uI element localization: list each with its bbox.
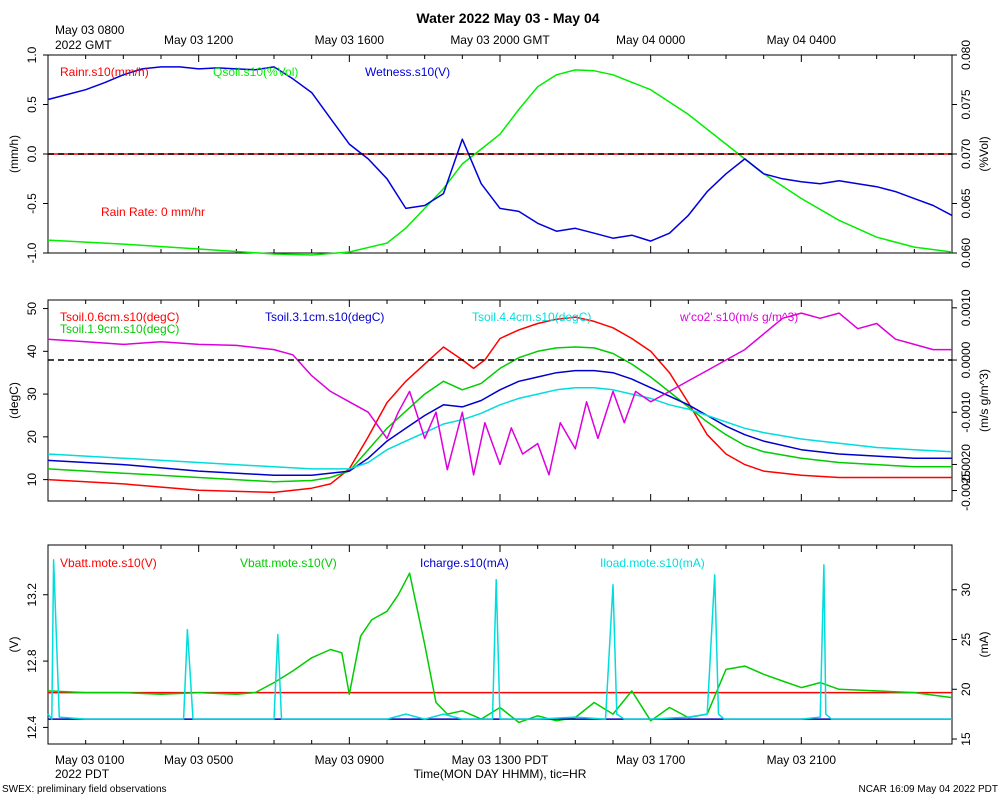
left-axis-label: (V) xyxy=(7,637,21,653)
right-tick-label: 0.0000 xyxy=(959,341,973,378)
top-tick-label: May 03 1200 xyxy=(164,33,234,47)
panel-power: 13.2 12.8 12.4 (V) 30 25 20 15 (mA) Vbatt.mote.s1… xyxy=(7,544,991,746)
series-line-tsoil-4-4cm-s10-degc-3 xyxy=(47,386,953,470)
right-tick-label: 0.075 xyxy=(959,89,973,119)
bottom-corner-label: 2022 PDT xyxy=(55,767,110,781)
left-tick-label: -1.0 xyxy=(25,242,39,263)
panel-soil-temperature: 50 40 30 20 10 (degC) 0.0010 0.0000 -0.0010 -0.00… xyxy=(7,289,991,511)
left-tick-label: 20 xyxy=(25,430,39,444)
left-tick-label: 0.5 xyxy=(25,96,39,113)
left-tick-label: 10 xyxy=(25,473,39,487)
left-axis-label: (degC) xyxy=(7,382,21,419)
series-line-wetness-s10-v-2 xyxy=(47,66,953,242)
right-tick-label: 0.080 xyxy=(959,40,973,70)
right-tick-label: 25 xyxy=(959,633,973,647)
left-tick-label: -0.5 xyxy=(25,193,39,214)
left-tick-label: 0.0 xyxy=(25,145,39,162)
left-tick-label: 1.0 xyxy=(25,46,39,63)
top-axis-tick-labels: May 03 1200 May 03 1600 May 03 2000 GMT May… xyxy=(164,33,836,47)
panel-water: 1.0 0.5 0.0 -0.5 -1.0 (mm/h) 0.080 0.075 0.070 0.… xyxy=(7,40,991,268)
bottom-axis-tick-labels: May 03 0100 May 03 0500 May 03 0900 May 03 … xyxy=(55,753,836,767)
left-tick-label: 12.8 xyxy=(25,649,39,673)
series-line-qsoil-s10-vol-1 xyxy=(47,69,953,256)
top-tick-label: May 03 1600 xyxy=(315,33,385,47)
legend-entry-qsoil-s10-vol: Qsoil.s10(%Vol) xyxy=(213,65,298,79)
legend-entry-wetness-s10-v: Wetness.s10(V) xyxy=(365,65,450,79)
bottom-tick-label: May 03 1700 xyxy=(616,753,686,767)
plot-frame xyxy=(47,299,953,502)
legend-entry-icharge-s10-ma: Icharge.s10(mA) xyxy=(420,556,509,570)
right-tick-label: 30 xyxy=(959,583,973,597)
left-axis-label: (mm/h) xyxy=(7,135,21,173)
left-tick-label: 40 xyxy=(25,344,39,358)
legend-entry-tsoil-3-1cm-s10-degc: Tsoil.3.1cm.s10(degC) xyxy=(265,310,384,324)
right-axis-label: (%Vol) xyxy=(977,136,991,171)
left-tick-label: 30 xyxy=(25,387,39,401)
top-corner-label-line1: May 03 0800 xyxy=(55,23,125,37)
bottom-tick-label: May 03 0900 xyxy=(315,753,385,767)
right-tick-label: 0.060 xyxy=(959,238,973,268)
chart-title: Water 2022 May 03 - May 04 xyxy=(416,10,599,26)
right-axis-label: (m/s g/m^3) xyxy=(977,369,991,432)
right-tick-label: -0.0010 xyxy=(959,392,973,433)
legend-entry-vbatt-mote-s10-v: Vbatt.mote.s10(V) xyxy=(240,556,337,570)
top-tick-label: May 03 2000 GMT xyxy=(450,33,550,47)
legend-entry-w-co2-s10-m-s-g-m-3: w'co2'.s10(m/s g/m^3) xyxy=(679,310,798,324)
bottom-tick-label: May 03 2100 xyxy=(767,753,837,767)
footer-left: SWEX: preliminary field observations xyxy=(2,784,167,795)
left-tick-label: 13.2 xyxy=(25,583,39,607)
footer-right: NCAR 16:09 May 04 2022 PDT xyxy=(858,784,998,795)
right-tick-label: -0.0025 xyxy=(959,470,973,511)
right-tick-label: 0.070 xyxy=(959,139,973,169)
top-tick-label: May 04 0000 xyxy=(616,33,686,47)
series-line-iload-mote-s10-ma-3 xyxy=(47,559,952,720)
legend-entry-tsoil-0-6cm-s10-degc: Tsoil.0.6cm.s10(degC) xyxy=(60,310,179,324)
legend-entry-rainr-s10-mm-h: Rainr.s10(mm/h) xyxy=(60,65,149,79)
legend-entry-tsoil-1-9cm-s10-degc: Tsoil.1.9cm.s10(degC) xyxy=(60,322,179,336)
left-tick-label: 50 xyxy=(25,302,39,316)
series-line-tsoil-1-9cm-s10-degc-1 xyxy=(47,346,952,483)
legend-entry-iload-mote-s10-ma: Iload.mote.s10(mA) xyxy=(600,556,705,570)
legend-entry-tsoil-4-4cm-s10-degc: Tsoil.4.4cm.s10(degC) xyxy=(472,310,591,324)
top-corner-label-line2: 2022 GMT xyxy=(55,38,112,52)
right-tick-label: 20 xyxy=(959,682,973,696)
legend-entry-vbatt-mote-s10-v: Vbatt.mote.s10(V) xyxy=(60,556,157,570)
x-axis-label: Time(MON DAY HHMM), tic=HR xyxy=(414,767,587,781)
bottom-tick-label: May 03 0500 xyxy=(164,753,234,767)
bottom-tick-label: May 03 1300 PDT xyxy=(452,753,549,767)
bottom-tick-label: May 03 0100 xyxy=(55,753,125,767)
left-tick-label: 12.4 xyxy=(25,715,39,739)
series-line-w-co2-s10-m-s-g-m-3-4 xyxy=(47,312,952,476)
right-tick-label: 15 xyxy=(959,732,973,746)
right-axis-label: (mA) xyxy=(977,632,991,658)
rain-rate-annotation: Rain Rate: 0 mm/hr xyxy=(101,205,205,219)
right-tick-label: 0.065 xyxy=(959,188,973,218)
top-tick-label: May 04 0400 xyxy=(767,33,837,47)
right-tick-label: -0.0020 xyxy=(959,444,973,485)
right-tick-label: 0.0010 xyxy=(959,289,973,326)
